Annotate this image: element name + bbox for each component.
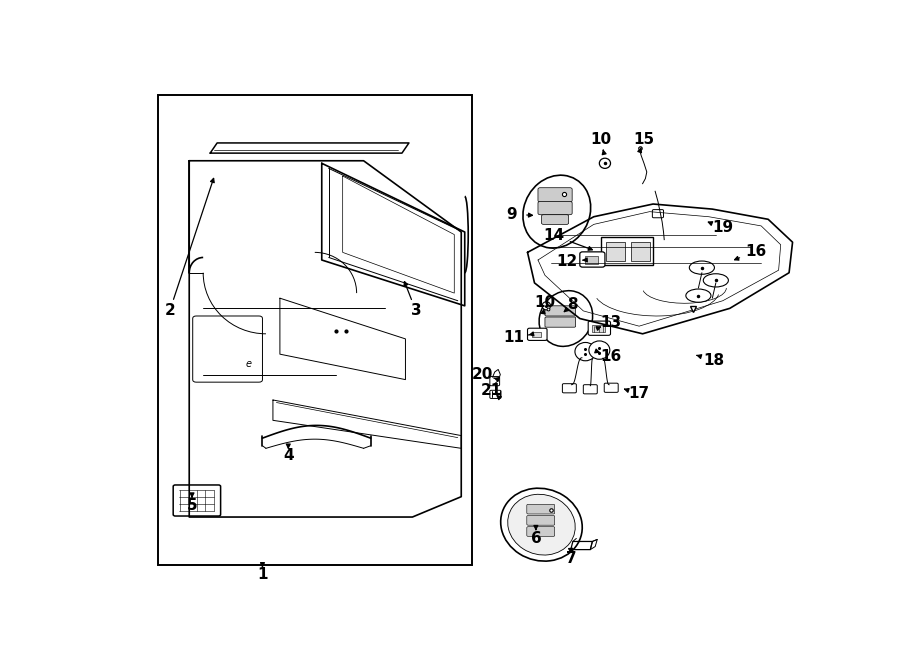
Text: 12: 12 [556,254,578,268]
Text: 14: 14 [544,228,564,243]
Bar [585,256,598,264]
Text: 15: 15 [634,132,654,147]
Ellipse shape [508,494,575,555]
Ellipse shape [599,158,610,169]
FancyBboxPatch shape [589,321,610,335]
Bar [601,237,653,265]
Text: 4: 4 [283,448,293,463]
FancyBboxPatch shape [583,385,598,394]
FancyBboxPatch shape [526,504,554,514]
Ellipse shape [542,301,551,310]
Bar [532,332,542,337]
FancyBboxPatch shape [526,516,554,525]
Bar [606,242,626,261]
FancyBboxPatch shape [545,317,576,327]
FancyBboxPatch shape [542,215,569,224]
Text: e: e [246,360,251,369]
Ellipse shape [686,289,711,302]
Text: 6: 6 [530,531,541,546]
Bar [592,325,605,332]
Text: 7: 7 [566,551,577,566]
FancyBboxPatch shape [526,527,554,536]
FancyBboxPatch shape [490,390,501,399]
Text: 8: 8 [568,297,578,312]
Text: 16: 16 [745,244,766,259]
Text: 2: 2 [165,303,176,319]
Text: 5: 5 [186,498,197,513]
Ellipse shape [500,488,582,561]
Text: 13: 13 [600,315,621,330]
Text: 20: 20 [472,367,493,382]
Text: 17: 17 [628,387,650,401]
Text: 10: 10 [590,132,611,147]
Bar [631,242,651,261]
FancyBboxPatch shape [538,202,572,215]
FancyBboxPatch shape [652,210,663,217]
Text: 3: 3 [410,303,421,319]
FancyBboxPatch shape [490,377,500,386]
Text: 19: 19 [712,220,733,235]
Ellipse shape [539,291,593,346]
FancyBboxPatch shape [545,306,576,316]
Ellipse shape [689,261,715,274]
FancyBboxPatch shape [538,188,572,202]
FancyBboxPatch shape [527,329,547,340]
Text: 21: 21 [481,383,502,399]
Text: 9: 9 [506,207,517,221]
Text: 1: 1 [257,566,267,582]
FancyBboxPatch shape [173,485,220,516]
Ellipse shape [703,274,728,287]
Bar [158,95,472,565]
FancyBboxPatch shape [193,316,263,382]
Text: 10: 10 [535,295,555,310]
FancyBboxPatch shape [580,252,605,267]
Text: 11: 11 [503,330,524,346]
Text: 18: 18 [703,353,724,368]
Text: 16: 16 [600,349,622,364]
Ellipse shape [575,342,596,361]
Ellipse shape [589,341,610,359]
FancyBboxPatch shape [562,383,576,393]
Ellipse shape [523,175,590,248]
FancyBboxPatch shape [604,383,618,393]
